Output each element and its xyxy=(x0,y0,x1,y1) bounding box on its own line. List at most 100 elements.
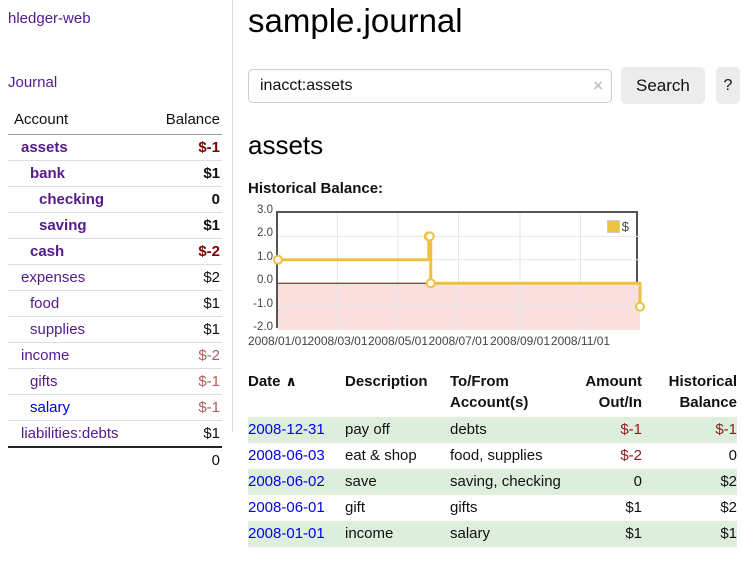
account-link[interactable]: liabilities:debts xyxy=(21,425,119,442)
transaction-accounts: salary xyxy=(450,525,491,542)
account-link[interactable]: food xyxy=(30,295,60,312)
transaction-amount: $1 xyxy=(625,525,642,542)
transaction-date-cell: 2008-12-31 xyxy=(248,417,345,443)
search-input[interactable] xyxy=(248,68,612,103)
transaction-accounts: gifts xyxy=(450,499,478,516)
transaction-description: pay off xyxy=(345,421,390,438)
chart-title: Historical Balance: xyxy=(248,180,384,197)
transaction-date-link[interactable]: 2008-06-03 xyxy=(248,447,325,464)
clear-search-icon[interactable]: × xyxy=(593,75,603,95)
y-axis-tick-label: 3.0 xyxy=(257,204,273,216)
transaction-date-link[interactable]: 2008-06-02 xyxy=(248,473,325,490)
account-link[interactable]: saving xyxy=(39,217,87,234)
account-balance: $1 xyxy=(145,160,222,187)
transaction-amount: 0 xyxy=(633,473,642,490)
transaction-date-cell: 2008-06-02 xyxy=(248,469,345,495)
transaction-date-link[interactable]: 2008-01-01 xyxy=(248,525,325,542)
transaction-date-link[interactable]: 2008-12-31 xyxy=(248,421,325,438)
account-row: assets $-1 xyxy=(8,135,222,161)
accounts-table: Account Balance assets $-1 bank $1 checking 0… xyxy=(8,107,222,473)
y-axis-tick-label: -2.0 xyxy=(253,321,273,333)
transaction-balance: $2 xyxy=(720,473,737,490)
account-balance: $2 xyxy=(145,264,222,291)
x-axis-tick-label: 2008/03/01 xyxy=(307,334,368,348)
account-link[interactable]: assets xyxy=(21,139,68,156)
account-row: bank $1 xyxy=(8,160,222,187)
transaction-accounts: debts xyxy=(450,421,487,438)
help-button[interactable]: ? xyxy=(715,67,740,104)
account-balance: $1 xyxy=(145,420,222,447)
historical-balance-chart: $ 3.0 2.0 1.0 0.0 -1.0 -2.0 2008/01/01 2008/03/… xyxy=(248,203,668,348)
account-link[interactable]: checking xyxy=(39,191,105,208)
register-header-date[interactable]: Date ∧ xyxy=(248,373,297,390)
account-row: liabilities:debts $1 xyxy=(8,420,222,447)
account-balance: $-1 xyxy=(198,139,220,156)
account-balance: $1 xyxy=(145,212,222,239)
account-balance: 0 xyxy=(145,186,222,213)
y-axis-tick-label: 1.0 xyxy=(257,250,273,263)
register-table: Date ∧ Description To/From Account(s) Amo… xyxy=(248,369,737,547)
account-link[interactable]: expenses xyxy=(21,269,86,286)
account-link[interactable]: salary xyxy=(30,399,71,416)
transaction-date-cell: 2008-01-01 xyxy=(248,521,345,547)
table-row: 2008-01-01 income salary $1 $1 xyxy=(248,521,737,547)
account-row: gifts $-1 xyxy=(8,368,222,395)
transaction-balance: $-1 xyxy=(715,421,737,438)
legend-label: $ xyxy=(621,219,629,234)
account-row: salary $-1 xyxy=(8,394,222,421)
transaction-accounts: food, supplies xyxy=(450,447,543,464)
chart-canvas xyxy=(273,213,645,330)
accounts-total-row: 0 xyxy=(8,446,222,473)
account-link[interactable]: bank xyxy=(30,165,66,182)
transaction-accounts: saving, checking xyxy=(450,473,561,490)
table-row: 2008-12-31 pay off debts $-1 $-1 xyxy=(248,417,737,443)
x-axis-tick-label: 2008/05/01 xyxy=(367,334,429,348)
transaction-amount: $-2 xyxy=(620,447,642,464)
register-header-description: Description xyxy=(345,373,428,390)
account-link[interactable]: income xyxy=(21,347,70,364)
account-row: saving $1 xyxy=(8,212,222,239)
y-axis-tick-label: 0.0 xyxy=(257,274,273,287)
search-box: × xyxy=(248,68,612,103)
account-balance: $1 xyxy=(145,316,222,343)
sidebar: hledger-web Journal Account Balance asse… xyxy=(0,0,233,473)
accounts-header-account: Account xyxy=(8,107,146,135)
table-row: 2008-06-03 eat & shop food, supplies $-2 0 xyxy=(248,443,737,469)
account-row: food $1 xyxy=(8,290,222,317)
register-header-accounts: To/From Account(s) xyxy=(450,373,529,411)
chart-legend: $ xyxy=(604,218,631,235)
transaction-balance: $2 xyxy=(720,499,737,516)
main-content: sample.journal × Search ? assets Histori… xyxy=(248,0,740,547)
transaction-description: income xyxy=(345,525,394,542)
transaction-date-cell: 2008-06-01 xyxy=(248,495,345,521)
transaction-amount: $1 xyxy=(625,499,642,516)
table-row: 2008-06-02 save saving, checking 0 $2 xyxy=(248,469,737,495)
register-header-balance: Historical Balance xyxy=(668,373,737,411)
search-button[interactable]: Search xyxy=(621,67,705,104)
account-link[interactable]: cash xyxy=(30,243,65,260)
account-row: checking 0 xyxy=(8,186,222,213)
x-axis-tick-label: 2008/09/01 xyxy=(489,334,551,348)
y-axis-tick-label: 2.0 xyxy=(257,227,273,240)
x-axis-tick-label: 2008/07/01 xyxy=(428,334,489,348)
account-balance: $-2 xyxy=(145,238,222,265)
transaction-description: gift xyxy=(345,499,366,516)
transaction-balance: $1 xyxy=(720,525,737,542)
transaction-description: eat & shop xyxy=(345,447,417,464)
register-header-amount: Amount Out/In xyxy=(585,373,642,411)
sidebar-item-journal[interactable]: Journal xyxy=(8,74,58,91)
app-brand-link[interactable]: hledger-web xyxy=(8,10,91,27)
account-balance: $1 xyxy=(145,290,222,317)
account-link[interactable]: gifts xyxy=(30,373,58,390)
account-link[interactable]: supplies xyxy=(30,321,86,338)
account-row: expenses $2 xyxy=(8,264,222,291)
transaction-description: save xyxy=(345,473,377,490)
x-axis-tick-label: 2008/11/01 xyxy=(550,334,611,348)
account-row: supplies $1 xyxy=(8,316,222,343)
transaction-date-link[interactable]: 2008-06-01 xyxy=(248,499,325,516)
account-balance: $-1 xyxy=(145,394,222,421)
transaction-date-cell: 2008-06-03 xyxy=(248,443,345,469)
y-axis-tick-label: -1.0 xyxy=(253,297,273,310)
transaction-balance: 0 xyxy=(728,447,737,464)
legend-swatch-icon xyxy=(606,220,620,233)
